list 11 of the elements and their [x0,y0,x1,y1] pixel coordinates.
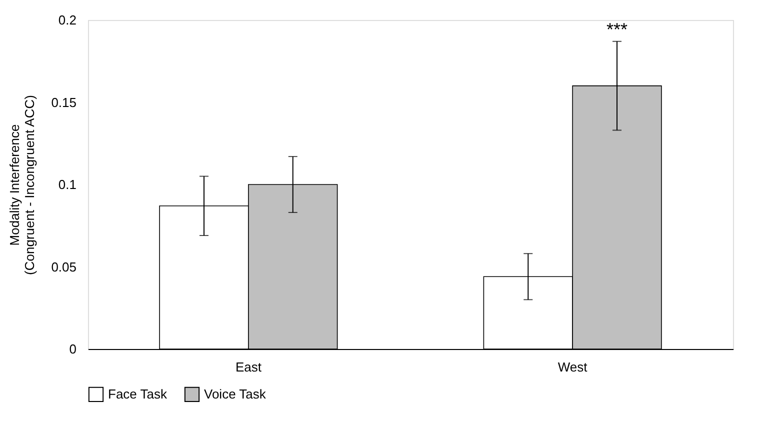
annotation: *** [606,19,628,40]
legend-label: Voice Task [204,386,266,402]
x-tick-label: West [558,360,588,374]
y-axis-title: Modality Interference (Congruent - Incongruent ACC) [7,95,38,275]
x-tick-label: East [235,360,262,374]
y-tick-label: 0.05 [51,259,76,274]
legend-label: Face Task [108,386,168,402]
y-tick-label: 0 [69,342,76,356]
y-tick-label: 0.1 [58,177,76,192]
y-tick-label: 0.15 [51,94,76,110]
y-tick-label: 0.2 [58,12,76,28]
